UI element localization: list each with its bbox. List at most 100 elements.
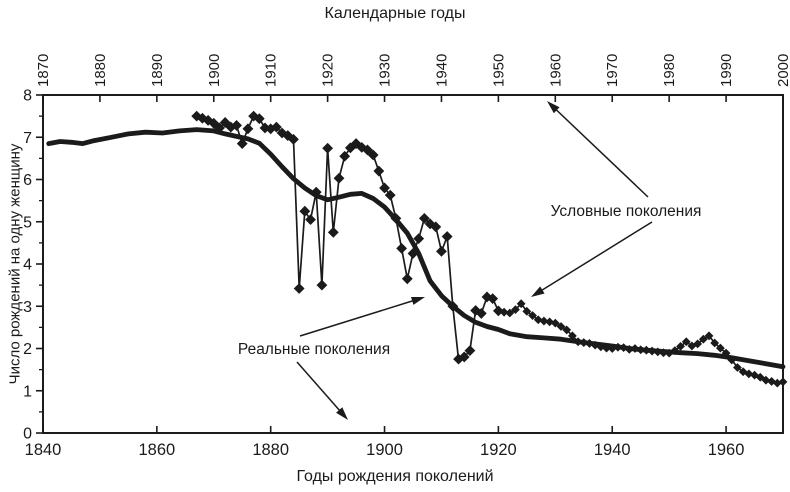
diamond-marker	[418, 212, 430, 224]
svg-text:8: 8	[23, 88, 32, 105]
bottom-axis-title: Годы рождения поколений	[296, 468, 494, 485]
svg-text:1960: 1960	[547, 54, 564, 87]
diamond-marker	[407, 248, 419, 259]
svg-text:1980: 1980	[661, 54, 678, 87]
svg-text:1940: 1940	[433, 54, 450, 87]
svg-text:1970: 1970	[604, 54, 621, 87]
diamond-marker	[299, 205, 311, 217]
diamond-marker	[464, 345, 476, 357]
diamond-marker	[253, 113, 265, 125]
diamond-marker	[733, 363, 742, 372]
plot-frame	[42, 94, 784, 434]
diamond-marker	[516, 299, 526, 309]
diamond-marker	[270, 121, 282, 133]
diamond-marker	[362, 144, 373, 156]
svg-text:1840: 1840	[25, 441, 62, 459]
y-axis-title: Число рождений на одну женщину	[6, 143, 24, 385]
diamond-marker	[676, 341, 685, 351]
svg-text:1950: 1950	[490, 54, 507, 87]
diamond-marker	[659, 348, 668, 358]
diamond-marker	[208, 117, 220, 129]
svg-text:1860: 1860	[138, 441, 175, 459]
diamond-marker	[778, 377, 788, 387]
diamond-marker	[641, 345, 651, 355]
svg-text:1910: 1910	[263, 54, 280, 87]
diamond-marker	[219, 117, 231, 128]
diamond-marker	[424, 218, 436, 230]
diamond-marker	[556, 322, 566, 331]
diamond-marker	[413, 233, 425, 245]
series-conditional-generations	[191, 110, 788, 388]
diamond-marker	[528, 311, 537, 320]
diamond-marker	[579, 338, 589, 347]
diamond-marker	[630, 344, 640, 353]
annotation-arrows	[296, 101, 653, 420]
diamond-marker	[704, 331, 714, 341]
diamond-marker	[533, 315, 543, 325]
svg-text:1930: 1930	[377, 54, 394, 87]
diamond-marker	[441, 231, 453, 242]
diamond-marker	[242, 123, 254, 135]
diamond-marker	[596, 342, 606, 352]
diamond-marker	[636, 345, 646, 355]
svg-text:1940: 1940	[594, 441, 631, 459]
diamond-marker	[744, 369, 754, 379]
diamond-marker	[545, 317, 555, 327]
annotation-real-generations: Реальные поколения	[237, 341, 391, 358]
diamond-marker	[715, 343, 725, 353]
diamond-marker	[755, 372, 765, 382]
diamond-marker	[196, 112, 208, 124]
svg-text:1960: 1960	[708, 441, 745, 459]
diamond-marker	[647, 346, 657, 356]
svg-text:2: 2	[23, 341, 32, 358]
diamond-marker	[522, 306, 532, 316]
diamond-marker	[458, 351, 470, 363]
diamond-marker	[310, 186, 322, 198]
diamond-marker	[379, 182, 390, 194]
diamond-marker	[738, 367, 748, 377]
svg-text:1990: 1990	[718, 54, 735, 87]
diamond-marker	[390, 212, 402, 224]
diamond-marker	[293, 283, 305, 294]
diamond-marker	[613, 342, 623, 352]
svg-text:1870: 1870	[35, 54, 52, 87]
diamond-marker	[602, 343, 611, 353]
diamond-marker	[305, 214, 316, 226]
svg-text:7: 7	[23, 130, 32, 147]
annotation-conditional-generations: Условные поколения	[550, 203, 702, 220]
diamond-marker	[214, 122, 225, 134]
diamond-marker	[550, 318, 560, 328]
svg-text:0: 0	[23, 426, 32, 443]
diamond-marker	[710, 338, 720, 348]
diamond-marker	[499, 307, 509, 317]
diamond-marker	[475, 308, 487, 319]
svg-text:1880: 1880	[252, 441, 289, 459]
diamond-marker	[492, 305, 504, 317]
bottom-axis-ticks: 1840 1860 1880 1900 1920 1940 1960	[25, 426, 745, 459]
svg-text:1900: 1900	[206, 54, 223, 87]
diamond-marker	[430, 221, 442, 233]
diamond-marker	[727, 355, 737, 365]
arrowhead	[411, 297, 425, 305]
diamond-marker	[562, 325, 572, 335]
diamond-marker	[396, 242, 408, 254]
diamond-marker	[511, 305, 520, 315]
diamond-marker	[539, 316, 549, 326]
svg-text:1890: 1890	[149, 54, 166, 87]
diamond-marker	[288, 133, 299, 145]
diamond-marker	[322, 142, 334, 154]
diamond-marker	[316, 279, 328, 291]
svg-text:3: 3	[23, 299, 32, 316]
diamond-marker	[367, 149, 379, 161]
diamond-marker	[693, 339, 703, 349]
diamond-marker	[373, 165, 385, 177]
diamond-marker	[236, 138, 248, 149]
top-axis-ticks: 1870 1880 1890 1900 1910 1920 1930 1940 1950 1960…	[35, 54, 790, 102]
arrowhead	[336, 407, 348, 420]
diamond-marker	[573, 337, 583, 347]
svg-text:1920: 1920	[320, 54, 337, 87]
svg-text:2000: 2000	[775, 54, 790, 87]
diamond-marker	[339, 150, 351, 162]
